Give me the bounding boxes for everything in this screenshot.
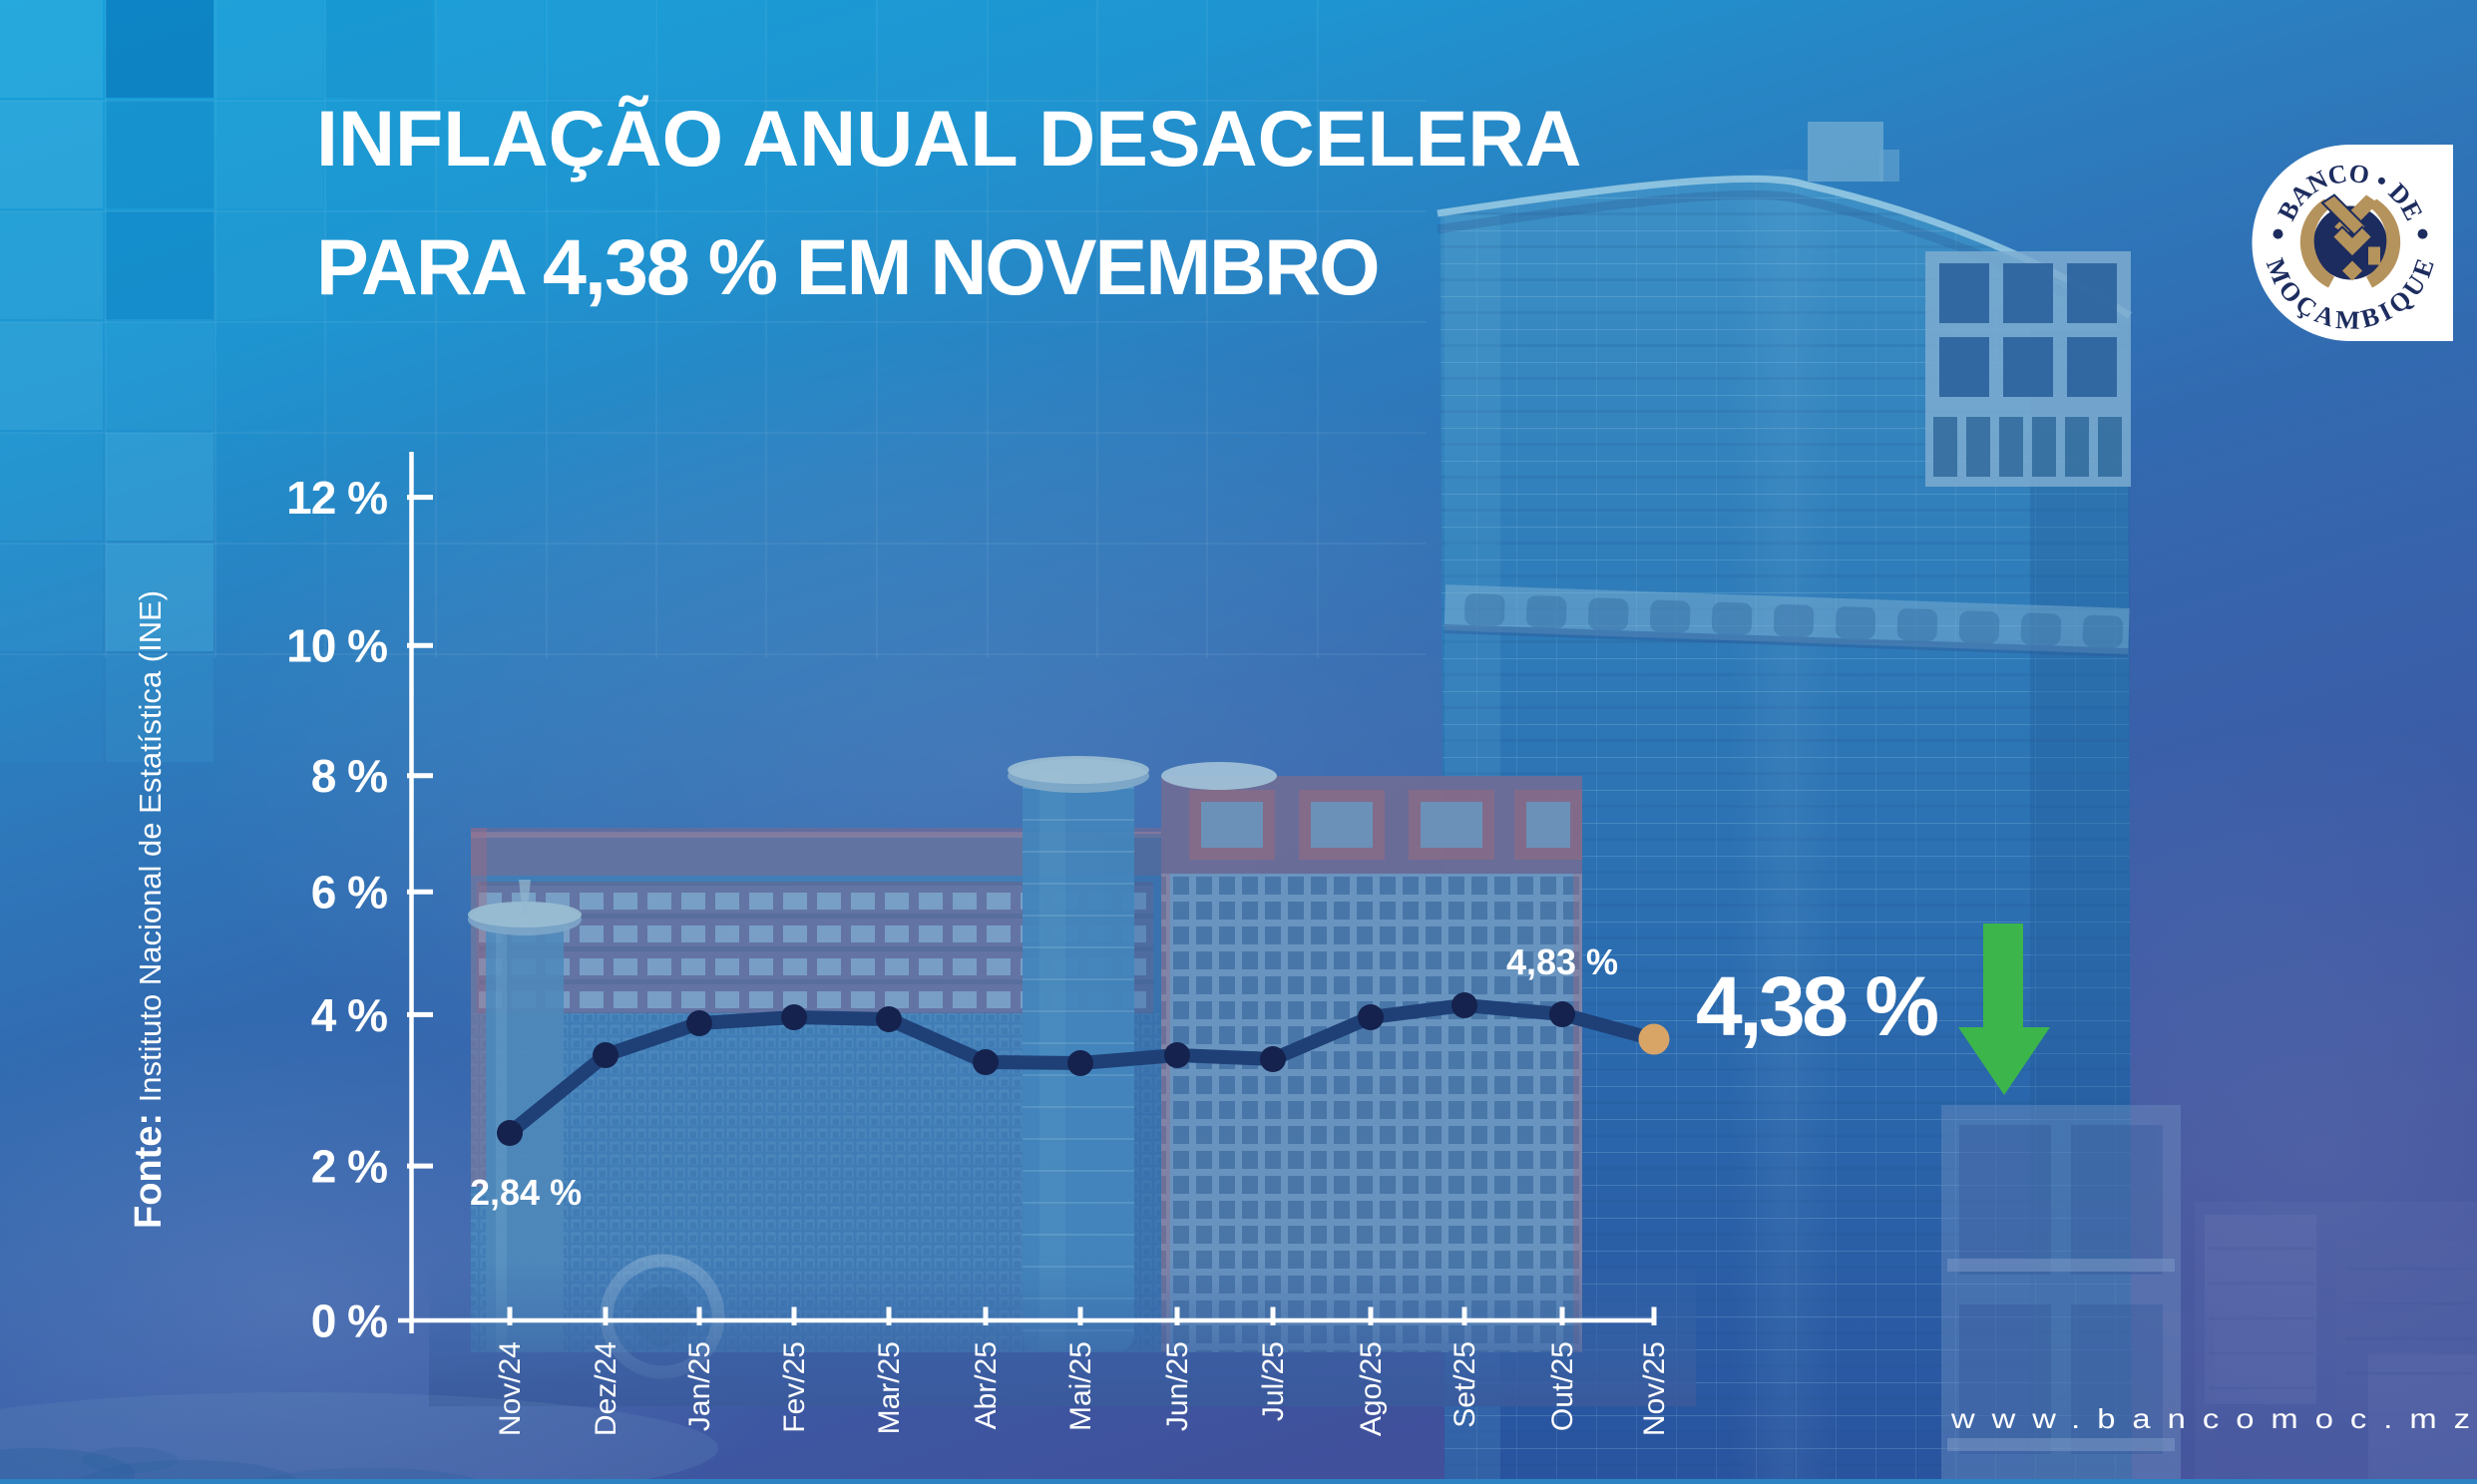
svg-text:Ago/25: Ago/25 [1355,1341,1388,1436]
svg-text:Mar/25: Mar/25 [873,1341,906,1434]
svg-text:Jun/25: Jun/25 [1161,1341,1194,1431]
svg-text:2,84 %: 2,84 % [470,1172,582,1213]
svg-text:8 %: 8 % [311,750,387,802]
svg-text:4,38 %: 4,38 % [1696,959,1937,1053]
svg-text:Dez/24: Dez/24 [590,1341,622,1436]
svg-text:4,83 %: 4,83 % [1506,941,1618,982]
svg-text:www.bancomoc.mz: www.bancomoc.mz [1950,1403,2477,1434]
svg-text:12 %: 12 % [286,472,387,524]
svg-text:Out/25: Out/25 [1546,1341,1579,1431]
svg-text:Fonte: Instituto Nacional de E: Fonte: Instituto Nacional de Estatística… [128,590,170,1229]
svg-text:Mai/25: Mai/25 [1064,1341,1097,1431]
svg-text:Jul/25: Jul/25 [1257,1341,1290,1421]
svg-text:Fev/25: Fev/25 [778,1341,811,1433]
svg-text:6 %: 6 % [311,867,387,919]
svg-text:Jan/25: Jan/25 [683,1341,716,1431]
svg-text:PARA 4,38 % EM NOVEMBRO: PARA 4,38 % EM NOVEMBRO [316,222,1379,311]
svg-text:Abr/25: Abr/25 [970,1341,1003,1429]
svg-text:Nov/24: Nov/24 [494,1341,527,1436]
svg-text:0 %: 0 % [311,1295,387,1346]
svg-text:4 %: 4 % [311,989,387,1041]
svg-text:INFLAÇÃO ANUAL DESACELERA: INFLAÇÃO ANUAL DESACELERA [316,94,1581,183]
svg-text:10 %: 10 % [286,620,387,672]
svg-text:Nov/25: Nov/25 [1638,1341,1671,1436]
svg-text:2 %: 2 % [311,1141,387,1193]
svg-text:Set/25: Set/25 [1448,1341,1481,1428]
